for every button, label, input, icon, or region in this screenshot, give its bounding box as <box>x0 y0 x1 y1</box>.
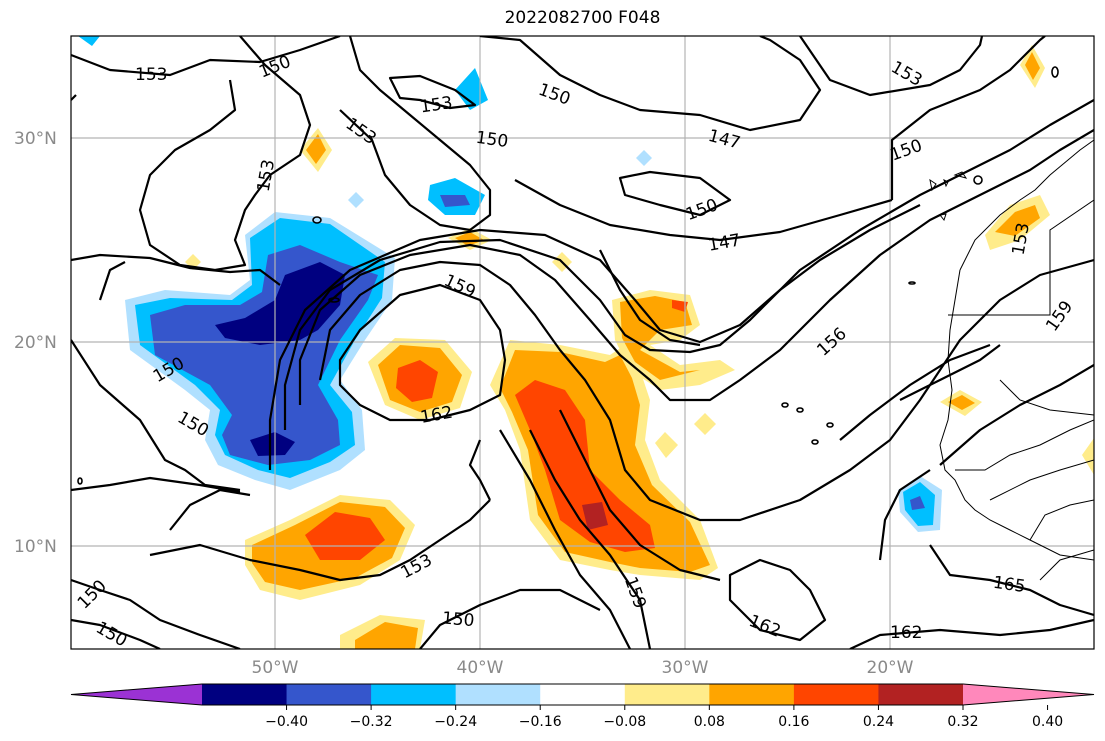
colorbar-outline <box>70 683 1095 706</box>
colorbar-segment <box>878 684 964 705</box>
lon-label-30w: 30°W <box>662 658 709 678</box>
coastline <box>929 139 1094 581</box>
contour-label: 150 <box>474 128 509 152</box>
colorbar-segment <box>540 684 626 705</box>
colorbar-ticks: −0.40 −0.32 −0.24 −0.16 −0.08 0.08 0.16 0.24 0.3… <box>265 705 1063 730</box>
contour-label: 165 <box>992 573 1027 597</box>
gridlines <box>71 36 1094 649</box>
colorbar-tick-label: 0.40 <box>1032 714 1063 730</box>
colorbar-tick-label: 0.16 <box>778 714 809 730</box>
contour-label: 150 <box>441 608 475 631</box>
colorbar-tick-label: −0.08 <box>603 714 646 730</box>
colorbar-tick-label: −0.40 <box>265 714 308 730</box>
colorbar-segment <box>624 684 710 705</box>
colorbar-tick-label: −0.32 <box>350 714 393 730</box>
colorbar-tick-label: 0.08 <box>694 714 725 730</box>
lon-label-20w: 20°W <box>867 658 914 678</box>
lon-label-50w: 50°W <box>252 658 299 678</box>
geopotential-contours <box>71 36 1094 649</box>
colorbar-extend-high <box>963 684 1094 705</box>
colorbar-segment <box>371 684 457 705</box>
colorbar-tick-label: 0.32 <box>947 714 978 730</box>
colorbar-tick-label: 0.24 <box>863 714 894 730</box>
colorbar-tick-label: −0.16 <box>519 714 562 730</box>
chart-title: 2022082700 F048 <box>504 8 661 28</box>
plot-frame <box>70 35 1095 650</box>
contour-label: 153 <box>135 65 167 85</box>
positive-anomaly-region-center <box>490 340 718 580</box>
colorbar-segment <box>793 684 879 705</box>
colorbar-extend-low <box>71 684 202 705</box>
colorbar <box>70 683 1095 706</box>
contour-label: 162 <box>890 623 922 643</box>
colorbar-segment <box>455 684 541 705</box>
contour-label: 153 <box>419 93 454 117</box>
colorbar-segment <box>202 684 288 705</box>
lat-label-30n: 30°N <box>14 129 57 149</box>
negative-anomaly-region-west <box>125 212 395 490</box>
lat-label-10n: 10°N <box>14 537 57 557</box>
negative-anomaly-region-small <box>78 36 942 532</box>
lon-label-40w: 40°W <box>457 658 504 678</box>
colorbar-segment <box>286 684 372 705</box>
colorbar-segment <box>709 684 795 705</box>
colorbar-tick-label: −0.24 <box>434 714 477 730</box>
small-contours <box>77 66 1059 485</box>
lat-label-20n: 20°N <box>14 333 57 353</box>
